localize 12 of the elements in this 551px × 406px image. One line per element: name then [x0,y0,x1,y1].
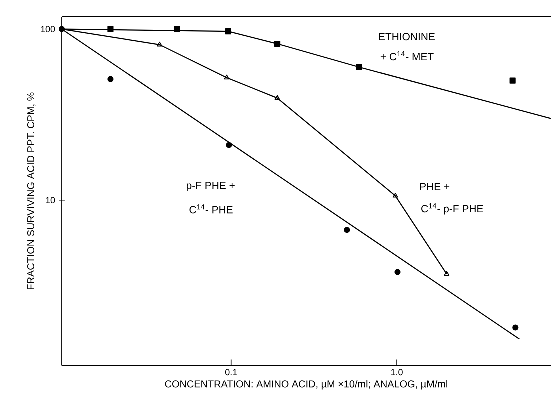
annotation: + C$^{14}$- MET [380,51,434,61]
x-tick-label: 1.0 [391,369,403,376]
annotation: C$^{14}$- p-F PHE [422,204,484,215]
annotation: C$^{14}$- PHE [190,204,233,214]
annotation: PHE + [420,183,450,190]
x-axis-title: CONCENTRATION: AMINO ACID, µM ×10/ml; ANALOG, µM/ml [165,380,448,390]
annotation: p-F PHE + [186,182,235,192]
x-tick-label: 0.1 [225,369,238,376]
y-axis-title: FRACTION SURVIVING ACID PPT. CPM, % [27,92,36,290]
y-tick-label: 10 [46,197,56,204]
y-tick-label: 100 [41,26,56,32]
annotation: ETHIONINE [379,33,435,41]
